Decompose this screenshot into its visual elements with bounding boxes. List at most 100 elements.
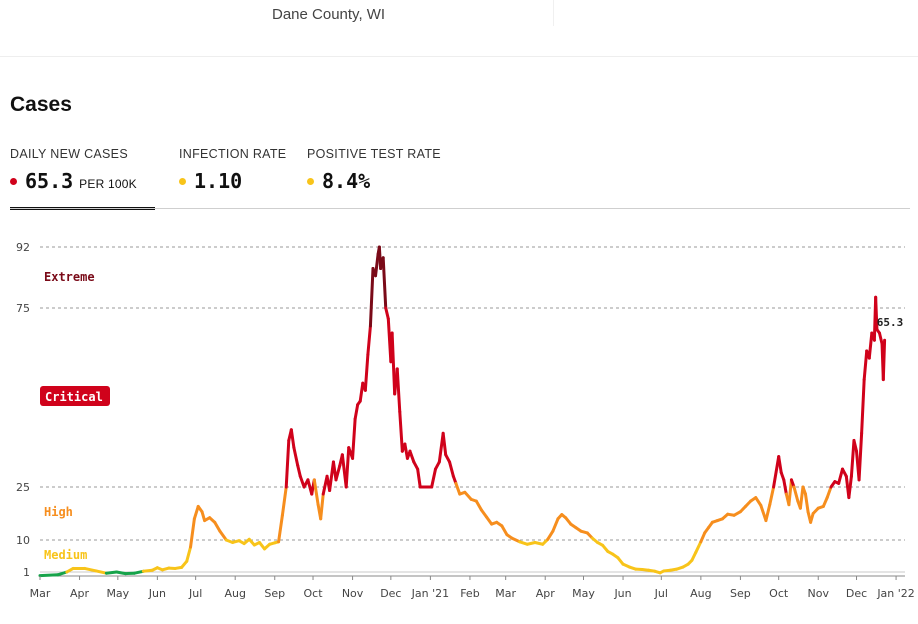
annotation-layer: 65.3: [877, 316, 904, 329]
series-segment: [787, 478, 793, 507]
series-segment: [384, 306, 390, 321]
x-tick-label: Dec: [380, 587, 401, 600]
series-segment: [366, 324, 372, 357]
metric-tabs: DAILY NEW CASES 65.3 PER 100K INFECTION R…: [10, 146, 910, 210]
series-segment: [867, 331, 874, 360]
risk-level-label: Medium: [44, 548, 87, 562]
series-segment: [312, 478, 320, 507]
series-segment: [408, 449, 416, 464]
tab-label: DAILY NEW CASES: [10, 147, 128, 161]
series-segment: [277, 513, 284, 544]
series-segment: [289, 428, 296, 450]
x-tick-label: Sep: [730, 587, 751, 600]
status-dot: [10, 178, 17, 186]
series-segment: [344, 446, 351, 489]
tab-label: POSITIVE TEST RATE: [307, 147, 441, 161]
series-segment: [351, 417, 357, 460]
y-tick-label: 75: [16, 302, 30, 315]
series-segment: [280, 485, 288, 517]
status-dot: [179, 178, 186, 186]
series-segment: [821, 496, 829, 508]
series-segment: [847, 474, 853, 500]
x-tick-label: Jul: [654, 587, 668, 600]
series-segment: [874, 295, 879, 331]
series-segment: [798, 485, 805, 510]
series-segment: [768, 485, 776, 507]
series-segment: [860, 378, 866, 435]
series-segment: [185, 545, 193, 563]
tab-label: INFECTION RATE: [179, 147, 287, 161]
x-tick-label: Jan '22: [876, 587, 914, 600]
series-segment: [416, 467, 422, 489]
series-segment: [474, 499, 483, 512]
x-tick-label: Apr: [536, 587, 556, 600]
series-segment: [430, 467, 438, 489]
x-tick-label: Aug: [690, 587, 711, 600]
tabs-rule: [10, 208, 910, 209]
series-segment: [319, 492, 325, 521]
x-axis: Mar Apr May Jun Jul Aug Sep Oct Nov Dec Jan '21 Feb…: [30, 576, 915, 600]
series-segment: [764, 503, 772, 523]
section-title: Cases: [10, 93, 72, 116]
y-tick-label: 10: [16, 534, 30, 547]
series-segment: [192, 504, 200, 521]
header-rule: [0, 56, 918, 57]
series-segment: [825, 485, 833, 500]
series-segment: [296, 464, 302, 478]
status-dot: [307, 178, 314, 186]
x-tick-label: Jun: [613, 587, 631, 600]
series-segment: [849, 438, 856, 478]
tab-infection-rate[interactable]: INFECTION RATE 1.10: [179, 146, 294, 207]
grid-layer: 1 10 25 75 92: [16, 241, 905, 579]
series-segment: [398, 410, 404, 453]
series-segment: [500, 524, 509, 537]
x-tick-label: Mar: [30, 587, 51, 600]
x-tick-label: Jan '21: [411, 587, 449, 600]
x-tick-label: Jul: [188, 587, 202, 600]
series-segment: [782, 478, 788, 496]
series-line: [38, 245, 887, 578]
x-tick-label: Mar: [495, 587, 516, 600]
series-segment: [792, 485, 800, 503]
tab-value: 65.3: [25, 169, 74, 193]
risk-level-label: Extreme: [44, 270, 95, 284]
series-segment: [441, 431, 448, 457]
x-tick-label: May: [106, 587, 129, 600]
series-segment: [115, 570, 127, 576]
x-tick-label: Nov: [808, 587, 830, 600]
series-segment: [454, 481, 462, 496]
x-tick-label: Nov: [342, 587, 364, 600]
series-segment: [772, 455, 781, 489]
series-segment: [83, 566, 98, 573]
series-segment: [395, 367, 402, 414]
series-segment: [284, 438, 291, 489]
series-segment: [368, 267, 375, 328]
series-segment: [94, 569, 108, 575]
x-tick-label: Dec: [846, 587, 867, 600]
series-segment: [754, 496, 763, 507]
series-segment: [448, 460, 455, 478]
cases-line-chart: 1 10 25 75 92 Extreme Critical High Medium Mar A…: [16, 241, 915, 600]
series-segment: [699, 531, 707, 544]
tab-positive-test-rate[interactable]: POSITIVE TEST RATE 8.4%: [307, 146, 447, 207]
series-segment: [551, 517, 560, 533]
series-segment: [213, 520, 222, 533]
tab-daily-new-cases[interactable]: DAILY NEW CASES 65.3 PER 100K: [10, 146, 155, 210]
series-segment: [189, 517, 196, 549]
risk-level-label: Critical: [45, 390, 103, 404]
x-tick-label: Oct: [304, 587, 324, 600]
y-tick-label: 1: [23, 566, 30, 579]
location-name: Dane County, WI: [272, 6, 386, 23]
series-segment: [56, 570, 69, 577]
series-segment: [104, 570, 119, 575]
series-segment: [862, 349, 869, 382]
series-segment: [546, 529, 555, 541]
series-segment: [881, 338, 887, 382]
risk-badge: [40, 386, 110, 406]
series-segment: [334, 464, 342, 482]
risk-level-label: High: [44, 505, 73, 519]
tab-value: 1.10: [194, 169, 243, 193]
series-segment: [857, 431, 864, 482]
series-segment: [463, 490, 473, 501]
series-segment: [381, 256, 388, 310]
